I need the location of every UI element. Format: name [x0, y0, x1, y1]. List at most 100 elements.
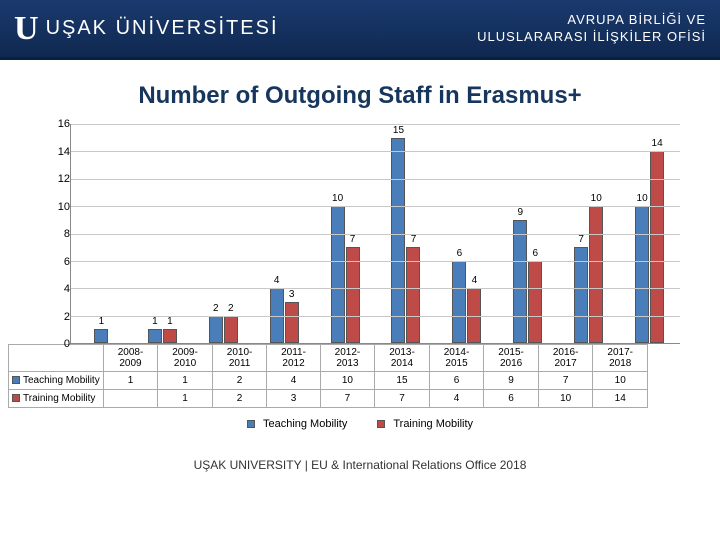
table-cell: 6 — [484, 390, 539, 408]
grid-line — [71, 288, 680, 289]
chart: 0246810121416 111224310715764967101014 — [0, 124, 720, 344]
grid-line — [71, 179, 680, 180]
grid-line — [71, 316, 680, 317]
legend-label: Training Mobility — [393, 418, 473, 430]
bar: 9 — [513, 220, 527, 343]
bar-value-label: 1 — [167, 316, 173, 327]
table-cell: 1 — [158, 372, 213, 390]
color-swatch-icon — [12, 394, 20, 402]
table-cell: 6 — [429, 372, 484, 390]
data-table: 2008-20092009-20102010-20112011-20122012… — [8, 344, 648, 408]
color-swatch-icon — [377, 420, 385, 428]
category-label: 2011-2012 — [267, 345, 320, 372]
logo-icon: U — [14, 10, 36, 48]
bar: 1 — [148, 329, 162, 343]
bar-value-label: 7 — [411, 234, 417, 245]
category-label: 2016-2017 — [538, 345, 593, 372]
grid-line — [71, 206, 680, 207]
bar-value-label: 3 — [289, 289, 295, 300]
table-cell: 15 — [375, 372, 430, 390]
bar-value-label: 4 — [274, 275, 280, 286]
category-label: 2013-2014 — [375, 345, 430, 372]
bar-value-label: 10 — [332, 193, 343, 204]
table-cell: 7 — [538, 372, 593, 390]
y-tick-label: 16 — [58, 118, 70, 130]
table-cell: 10 — [593, 372, 648, 390]
table-cell: 14 — [593, 390, 648, 408]
table-cell: 7 — [375, 390, 430, 408]
bar-value-label: 6 — [533, 248, 539, 259]
table-cell: 9 — [484, 372, 539, 390]
bar-value-label: 15 — [393, 125, 404, 136]
y-tick-label: 10 — [58, 201, 70, 213]
header-bar: U UŞAK ÜNİVERSİTESİ AVRUPA BİRLİĞİ VE UL… — [0, 0, 720, 60]
bar: 6 — [528, 261, 542, 343]
table-cell: 7 — [320, 390, 375, 408]
bar-value-label: 10 — [591, 193, 602, 204]
table-cell — [103, 390, 158, 408]
bar: 1 — [163, 329, 177, 343]
grid-line — [71, 261, 680, 262]
table-cell: 2 — [212, 372, 267, 390]
table-cell: 1 — [158, 390, 213, 408]
grid-line — [71, 151, 680, 152]
y-tick-label: 12 — [58, 173, 70, 185]
bar: 1 — [94, 329, 108, 343]
row-header: Training Mobility — [9, 390, 104, 408]
table-cell — [9, 345, 104, 372]
bar-value-label: 1 — [152, 316, 158, 327]
grid-line — [71, 234, 680, 235]
bar-value-label: 9 — [518, 207, 524, 218]
legend-item: Training Mobility — [377, 418, 473, 430]
category-label: 2009-2010 — [158, 345, 213, 372]
bar: 10 — [589, 206, 603, 343]
bar: 14 — [650, 151, 664, 343]
office-line1: AVRUPA BİRLİĞİ VE — [477, 12, 706, 28]
legend: Teaching Mobility Training Mobility — [0, 418, 720, 430]
office-line2: ULUSLARARASI İLİŞKİLER OFİSİ — [477, 29, 706, 45]
data-table-wrap: 2008-20092009-20102010-20112011-20122012… — [8, 344, 720, 408]
office-name: AVRUPA BİRLİĞİ VE ULUSLARARASI İLİŞKİLER… — [477, 12, 706, 45]
table-row: Teaching Mobility1124101569710 — [9, 372, 648, 390]
table-cell: 1 — [103, 372, 158, 390]
category-label: 2015-2016 — [484, 345, 539, 372]
bar-value-label: 7 — [350, 234, 356, 245]
bar-value-label: 2 — [213, 303, 219, 314]
bar: 10 — [635, 206, 649, 343]
bar: 2 — [224, 316, 238, 343]
bar-value-label: 10 — [637, 193, 648, 204]
y-tick-label: 14 — [58, 146, 70, 158]
university-name: UŞAK ÜNİVERSİTESİ — [46, 17, 279, 40]
bar-value-label: 14 — [652, 138, 663, 149]
bar: 6 — [452, 261, 466, 343]
bar-value-label: 2 — [228, 303, 234, 314]
table-cell: 4 — [267, 372, 320, 390]
table-cell: 2 — [212, 390, 267, 408]
color-swatch-icon — [12, 376, 20, 384]
table-cell: 4 — [429, 390, 484, 408]
legend-item: Teaching Mobility — [247, 418, 347, 430]
bar-value-label: 1 — [99, 316, 105, 327]
category-label: 2014-2015 — [429, 345, 484, 372]
category-label: 2017-2018 — [593, 345, 648, 372]
table-cell: 10 — [320, 372, 375, 390]
chart-title: Number of Outgoing Staff in Erasmus+ — [0, 82, 720, 110]
footer-text: UŞAK UNIVERSITY | EU & International Rel… — [0, 458, 720, 472]
table-cell: 3 — [267, 390, 320, 408]
category-label: 2008-2009 — [103, 345, 158, 372]
bar: 3 — [285, 302, 299, 343]
bar: 2 — [209, 316, 223, 343]
bar-value-label: 7 — [578, 234, 584, 245]
plot-area: 111224310715764967101014 — [70, 124, 680, 344]
bar-value-label: 6 — [457, 248, 463, 259]
table-row: 2008-20092009-20102010-20112011-20122012… — [9, 345, 648, 372]
table-row: Training Mobility12377461014 — [9, 390, 648, 408]
legend-label: Teaching Mobility — [263, 418, 347, 430]
bar-value-label: 4 — [472, 275, 478, 286]
header-left: U UŞAK ÜNİVERSİTESİ — [14, 10, 279, 48]
bar: 10 — [331, 206, 345, 343]
table-cell: 10 — [538, 390, 593, 408]
color-swatch-icon — [247, 420, 255, 428]
category-label: 2010-2011 — [212, 345, 267, 372]
category-label: 2012-2013 — [320, 345, 375, 372]
